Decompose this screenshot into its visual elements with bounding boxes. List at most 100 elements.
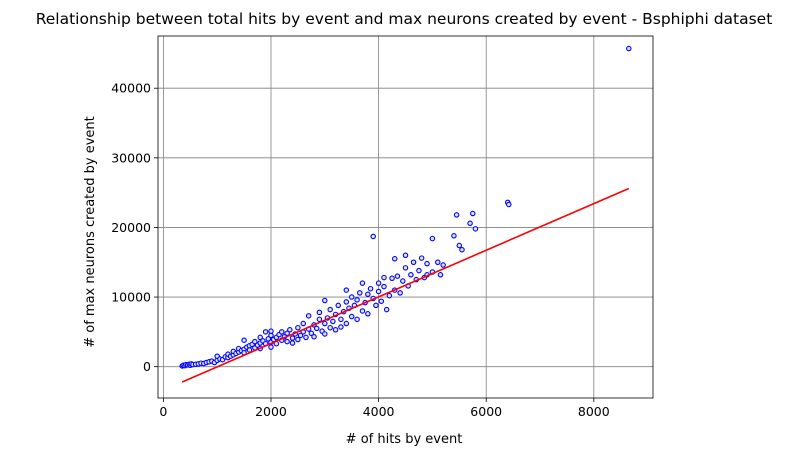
data-point <box>375 280 382 286</box>
data-point <box>268 344 274 350</box>
data-point <box>437 272 444 278</box>
data-point <box>289 340 296 346</box>
data-point <box>394 273 401 279</box>
data-point <box>383 306 390 313</box>
data-point <box>284 338 290 345</box>
data-point <box>305 313 312 319</box>
data-point <box>300 320 307 327</box>
data-point <box>313 325 320 332</box>
data-point <box>467 220 473 227</box>
chart-title: Relationship between total hits by event… <box>36 10 773 28</box>
data-point <box>338 316 344 323</box>
data-point <box>424 260 430 267</box>
y-tick-label: 40000 <box>111 81 151 96</box>
data-point <box>343 299 350 305</box>
data-point <box>456 242 463 249</box>
data-point <box>365 311 371 317</box>
x-axis-ticks: 0 2000 4000 6000 8000 <box>159 398 610 419</box>
grid-lines <box>158 36 653 398</box>
data-point <box>332 327 339 333</box>
y-tick-label: 0 <box>143 359 151 374</box>
x-tick-label: 6000 <box>470 404 502 419</box>
data-point <box>338 324 344 330</box>
data-point <box>408 272 414 278</box>
data-point <box>506 201 512 208</box>
data-point <box>375 288 382 295</box>
data-point <box>381 283 387 290</box>
data-point <box>343 320 350 327</box>
data-point <box>322 320 328 327</box>
fit-line-group <box>181 187 630 383</box>
data-point <box>451 233 457 239</box>
data-point <box>284 330 290 337</box>
data-point <box>268 328 274 334</box>
data-point <box>308 330 315 337</box>
data-point <box>297 332 304 339</box>
data-point <box>400 278 406 284</box>
data-point <box>365 291 371 298</box>
data-point <box>278 329 285 335</box>
data-point <box>359 280 366 286</box>
data-point <box>354 297 360 303</box>
data-point <box>416 267 422 274</box>
data-point <box>287 327 293 333</box>
data-point <box>357 290 363 296</box>
x-tick-label: 8000 <box>578 404 610 419</box>
x-tick-label: 0 <box>159 404 167 419</box>
data-point <box>252 338 258 345</box>
data-point <box>373 302 379 309</box>
y-tick-label: 30000 <box>111 150 151 165</box>
x-axis-label: # of hits by event <box>346 432 463 447</box>
data-point <box>402 265 409 271</box>
y-axis-ticks: 0 10000 20000 30000 40000 <box>111 81 158 374</box>
data-point <box>402 252 409 259</box>
data-point <box>397 290 403 296</box>
data-point <box>429 235 436 242</box>
data-point <box>410 259 417 265</box>
data-point <box>295 324 301 331</box>
data-point <box>322 331 328 337</box>
data-point <box>311 333 317 340</box>
data-point <box>472 226 479 232</box>
data-point <box>343 287 350 293</box>
fit-line <box>181 187 630 383</box>
data-point <box>322 297 328 304</box>
data-point <box>295 336 301 343</box>
data-point <box>316 309 323 316</box>
data-point <box>241 337 247 343</box>
plot-frame <box>157 35 654 399</box>
data-point <box>265 336 272 342</box>
data-point <box>257 334 263 341</box>
data-point <box>359 308 366 314</box>
data-point <box>354 316 360 323</box>
data-point <box>378 298 385 304</box>
y-tick-label: 10000 <box>111 290 151 305</box>
data-point <box>370 233 376 240</box>
data-point <box>289 335 296 341</box>
data-point <box>418 255 425 261</box>
data-point <box>470 210 476 217</box>
data-points <box>179 45 632 369</box>
data-point <box>626 45 632 52</box>
data-point <box>459 246 465 253</box>
data-point <box>435 259 441 265</box>
data-point <box>391 256 398 262</box>
data-point <box>327 306 333 313</box>
x-tick-label: 2000 <box>255 404 287 419</box>
data-point <box>335 302 341 309</box>
data-point <box>348 313 355 320</box>
data-point <box>327 324 333 331</box>
data-point <box>389 275 395 282</box>
data-point <box>303 334 309 341</box>
y-tick-label: 20000 <box>111 220 151 235</box>
data-point <box>316 316 323 323</box>
x-tick-label: 4000 <box>363 404 395 419</box>
data-point <box>453 212 460 218</box>
y-axis-label: # of max neurons created by event <box>83 116 98 348</box>
data-point <box>330 318 336 325</box>
data-point <box>386 292 393 299</box>
data-point <box>262 329 269 335</box>
data-point <box>348 294 355 300</box>
data-point <box>381 274 387 281</box>
